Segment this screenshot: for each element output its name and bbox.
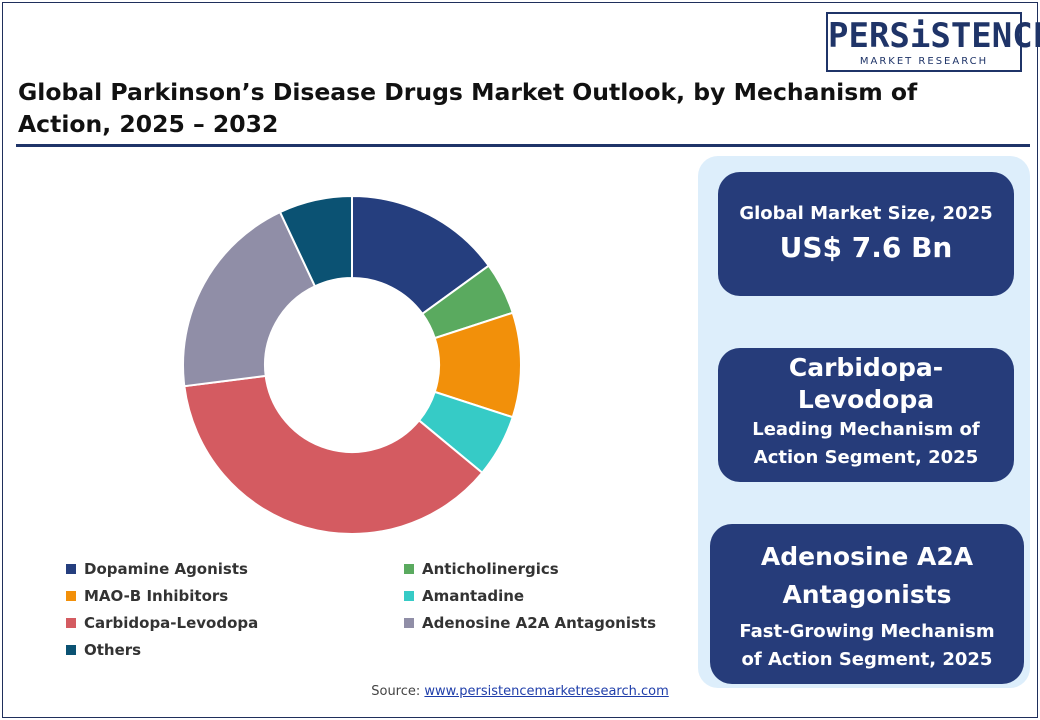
donut-slice-carbidopa-levodopa: [183, 374, 484, 536]
legend-label: Amantadine: [422, 587, 525, 605]
legend-label: Carbidopa-Levodopa: [84, 614, 259, 632]
fastest-segment-name-line-2: Antagonists: [782, 580, 952, 609]
legend-swatch: [66, 618, 76, 628]
donut-chart: [182, 194, 522, 536]
title-divider: [16, 144, 1030, 147]
legend-swatch: [404, 591, 414, 601]
chart-title: Global Parkinson’s Disease Drugs Market …: [18, 76, 978, 140]
chart-title-line-2: Action, 2025 – 2032: [18, 110, 279, 138]
legend-item-amantadine: Amantadine: [404, 587, 524, 605]
leading-segment-name-line-1: Carbidopa-: [788, 353, 944, 382]
legend-label: Dopamine Agonists: [84, 560, 248, 578]
leading-segment-card: Carbidopa- Levodopa Leading Mechanism of…: [718, 348, 1014, 482]
market-size-value: US$ 7.6 Bn: [779, 231, 953, 264]
legend-label: Others: [84, 641, 142, 659]
logo-wordmark: PERSiSTENCE: [828, 16, 1040, 56]
persistence-logo: PERSiSTENCE MARKET RESEARCH: [826, 12, 1040, 72]
donut-slice-others: [278, 194, 353, 288]
fastest-segment-name-line-1: Adenosine A2A: [760, 542, 974, 571]
source-prefix: Source:: [371, 684, 421, 699]
legend-item-adenosine-a2a-antagonists: Adenosine A2A Antagonists: [404, 614, 656, 632]
legend-item-anticholinergics: Anticholinergics: [404, 560, 559, 578]
leading-segment-caption-line-2: Action Segment, 2025: [753, 447, 979, 468]
legend-swatch: [66, 645, 76, 655]
legend-label: Anticholinergics: [422, 560, 559, 578]
leading-segment-caption-line-1: Leading Mechanism of: [752, 419, 980, 440]
source-note: Source: www.persistencemarketresearch.co…: [0, 684, 1040, 699]
source-link[interactable]: www.persistencemarketresearch.com: [424, 684, 669, 699]
market-size-card: Global Market Size, 2025 US$ 7.6 Bn: [718, 172, 1014, 296]
legend-swatch: [66, 591, 76, 601]
logo-tagline: MARKET RESEARCH: [859, 56, 989, 67]
fastest-segment-caption-line-1: Fast-Growing Mechanism: [739, 621, 995, 642]
legend-item-mao-b-inhibitors: MAO-B Inhibitors: [66, 587, 228, 605]
market-size-label: Global Market Size, 2025: [739, 203, 993, 224]
fastest-growing-card: Adenosine A2A Antagonists Fast-Growing M…: [710, 524, 1024, 684]
legend-item-dopamine-agonists: Dopamine Agonists: [66, 560, 248, 578]
chart-title-line-1: Global Parkinson’s Disease Drugs Market …: [18, 78, 918, 106]
legend-label: MAO-B Inhibitors: [84, 587, 229, 605]
legend-item-others: Others: [66, 641, 141, 659]
legend-swatch: [404, 564, 414, 574]
legend-swatch: [404, 618, 414, 628]
donut-slice-adenosine-a2a-antagonists: [182, 210, 317, 388]
legend-swatch: [66, 564, 76, 574]
leading-segment-name-line-2: Levodopa: [797, 385, 935, 414]
fastest-segment-caption-line-2: of Action Segment, 2025: [741, 649, 993, 670]
legend-item-carbidopa-levodopa: Carbidopa-Levodopa: [66, 614, 258, 632]
legend-label: Adenosine A2A Antagonists: [422, 614, 656, 632]
